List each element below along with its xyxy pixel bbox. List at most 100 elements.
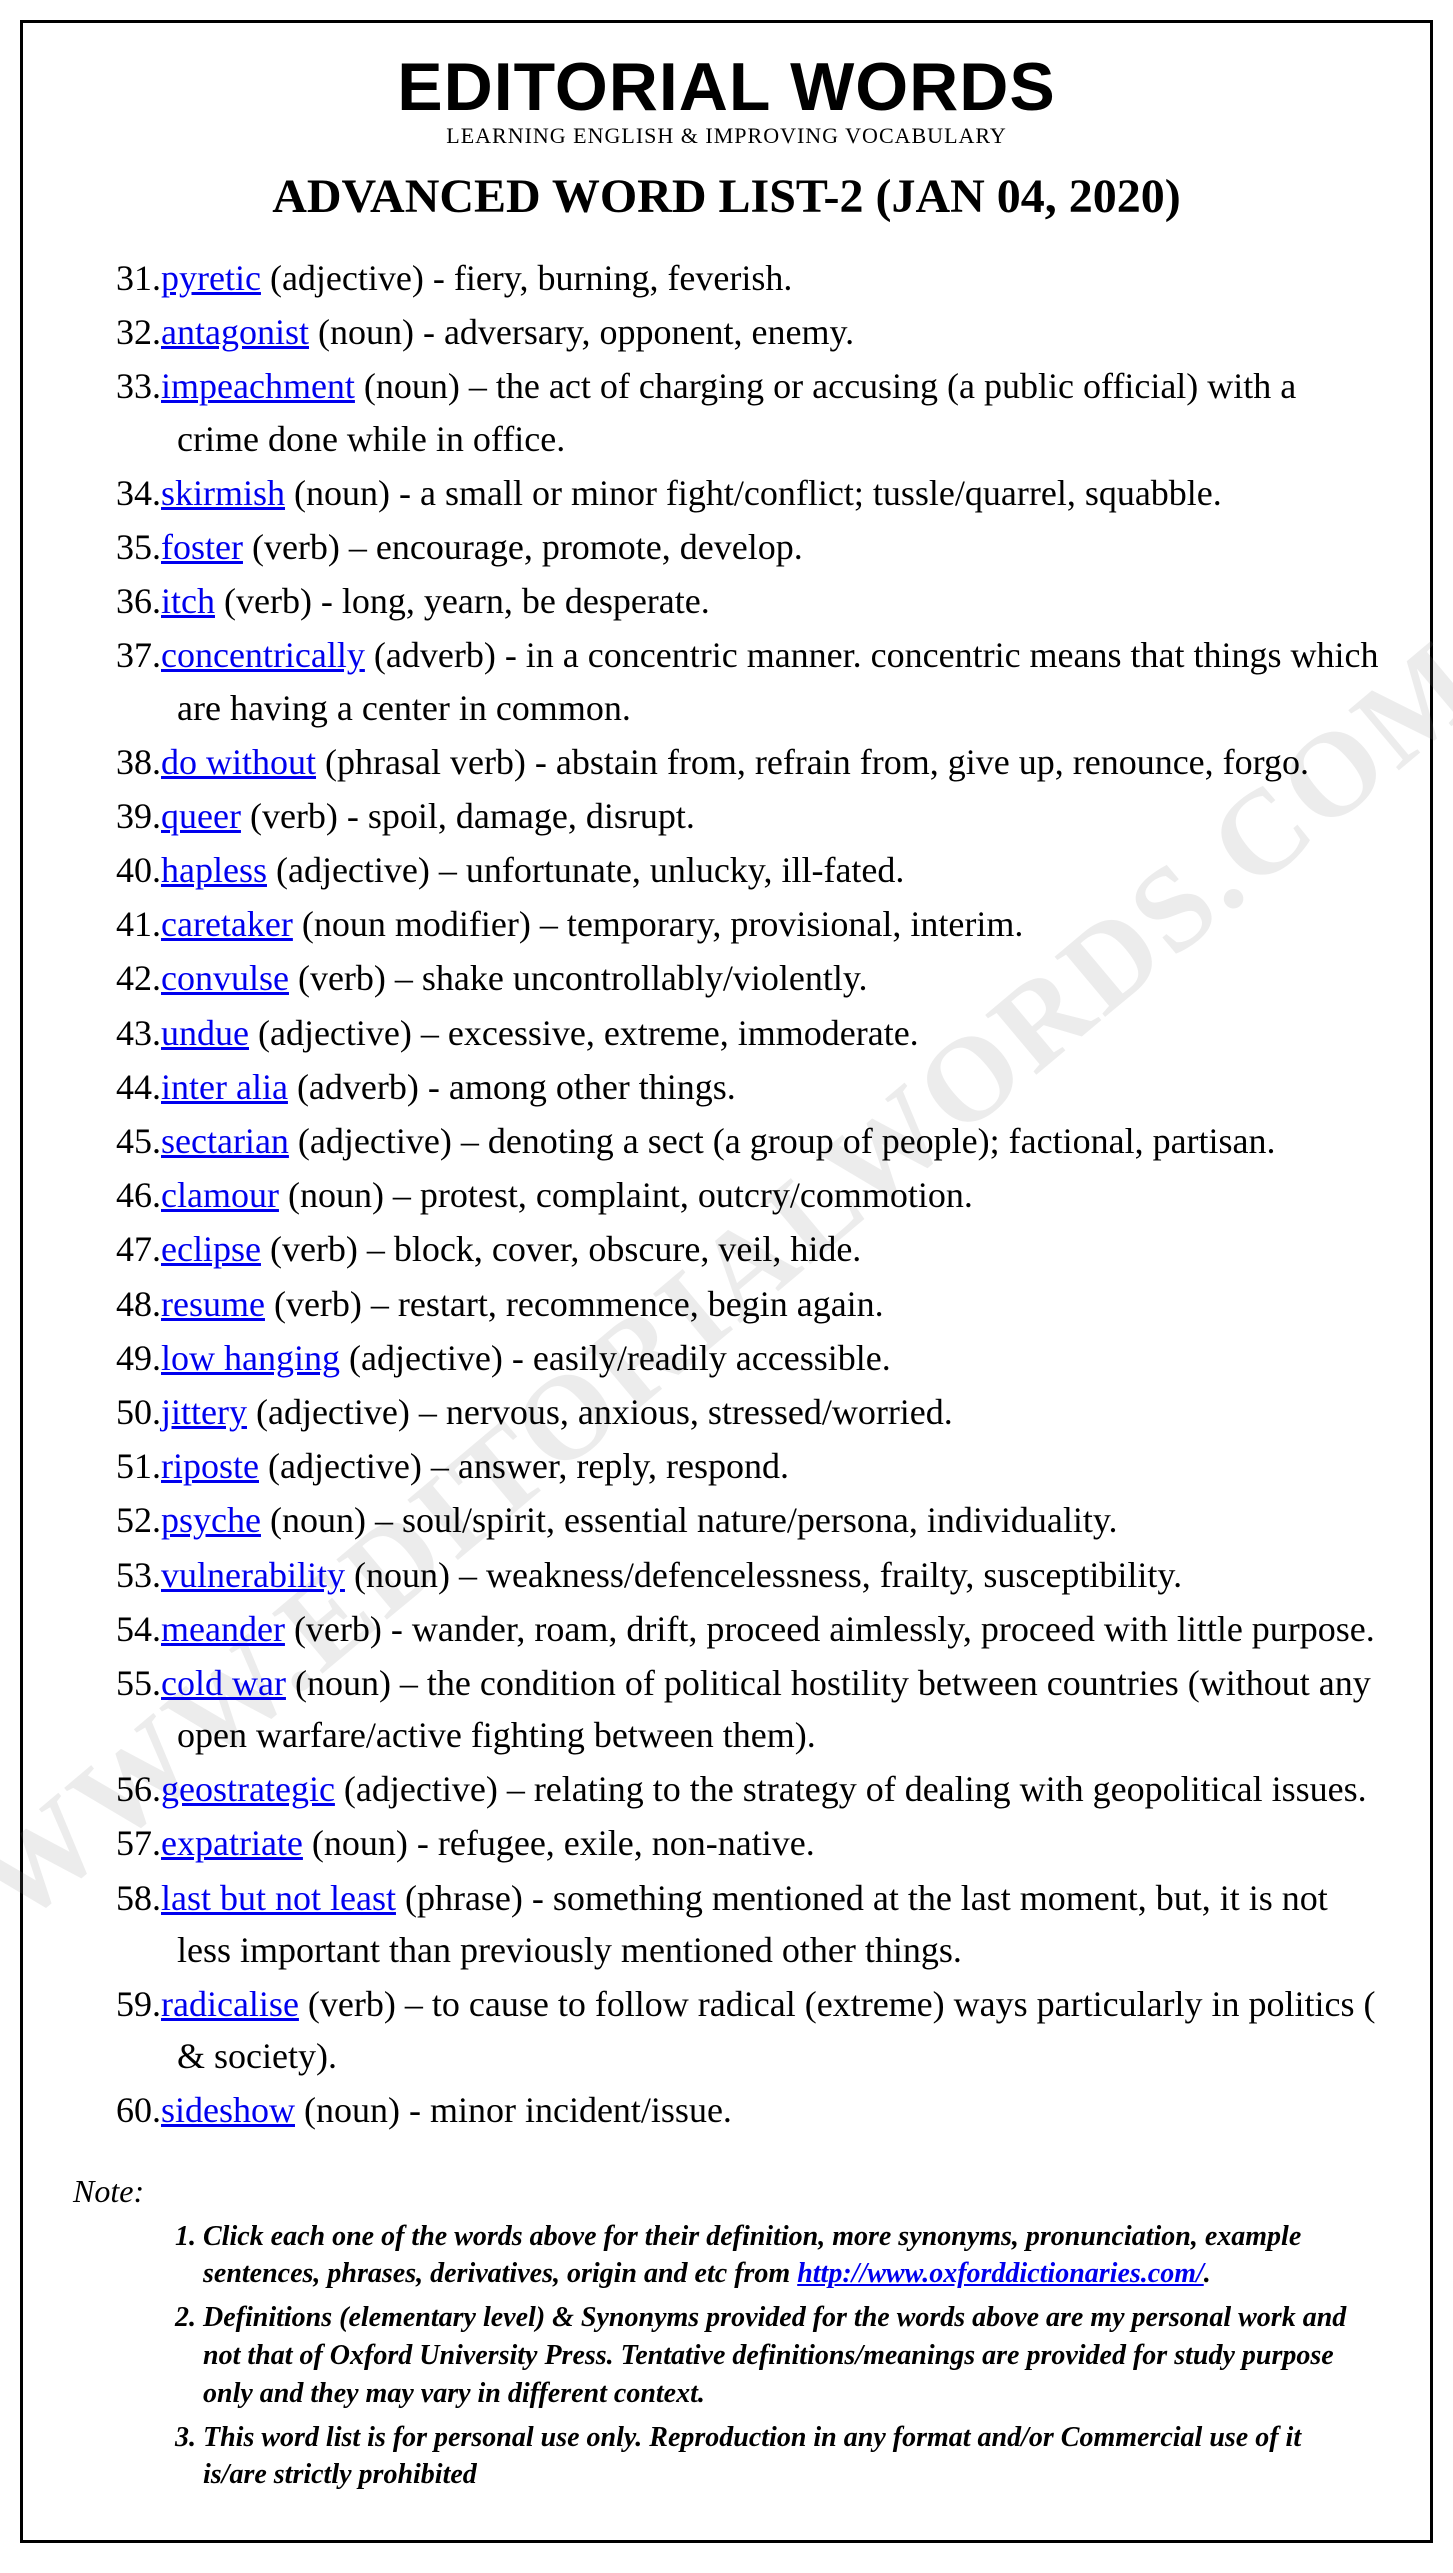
entry-definition: (verb) – to cause to follow radical (ext…: [177, 1984, 1376, 2076]
word-entry: 40.hapless (adjective) – unfortunate, un…: [113, 844, 1380, 896]
entry-definition: (adjective) – excessive, extreme, immode…: [249, 1013, 919, 1053]
document-header: EDITORIAL WORDS LEARNING ENGLISH & IMPRO…: [73, 53, 1380, 149]
word-entry: 39.queer (verb) - spoil, damage, disrupt…: [113, 790, 1380, 842]
word-link[interactable]: undue: [161, 1013, 249, 1053]
word-link[interactable]: cold war: [161, 1663, 286, 1703]
word-entry: 52.psyche (noun) – soul/spirit, essentia…: [113, 1494, 1380, 1546]
entry-number: 38.: [113, 736, 161, 788]
word-entry: 41.caretaker (noun modifier) – temporary…: [113, 898, 1380, 950]
word-link[interactable]: itch: [161, 581, 215, 621]
entry-definition: (noun) - a small or minor fight/conflict…: [285, 473, 1222, 513]
entry-number: 47.: [113, 1223, 161, 1275]
word-entry: 48.resume (verb) – restart, recommence, …: [113, 1278, 1380, 1330]
word-list: 31.pyretic (adjective) - fiery, burning,…: [73, 252, 1380, 2137]
entry-number: 48.: [113, 1278, 161, 1330]
word-link[interactable]: radicalise: [161, 1984, 299, 2024]
entry-number: 34.: [113, 467, 161, 519]
word-entry: 37.concentrically (adverb) - in a concen…: [113, 629, 1380, 733]
word-link[interactable]: jittery: [161, 1392, 247, 1432]
word-link[interactable]: concentrically: [161, 635, 365, 675]
entry-number: 37.: [113, 629, 161, 681]
entry-definition: (adjective) - easily/readily accessible.: [340, 1338, 891, 1378]
entry-number: 40.: [113, 844, 161, 896]
entry-number: 57.: [113, 1817, 161, 1869]
word-entry: 57.expatriate (noun) - refugee, exile, n…: [113, 1817, 1380, 1869]
entry-definition: (verb) – block, cover, obscure, veil, hi…: [261, 1229, 861, 1269]
word-link[interactable]: resume: [161, 1284, 265, 1324]
word-entry: 43.undue (adjective) – excessive, extrem…: [113, 1007, 1380, 1059]
word-link[interactable]: convulse: [161, 958, 289, 998]
word-link[interactable]: sideshow: [161, 2090, 295, 2130]
entry-number: 44.: [113, 1061, 161, 1113]
entry-number: 39.: [113, 790, 161, 842]
entry-number: 55.: [113, 1657, 161, 1709]
word-link[interactable]: inter alia: [161, 1067, 288, 1107]
note-text: This word list is for personal use only.…: [203, 2422, 1301, 2491]
entry-definition: (verb) – shake uncontrollably/violently.: [289, 958, 868, 998]
word-link[interactable]: do without: [161, 742, 316, 782]
note-link[interactable]: http://www.oxforddictionaries.com/: [797, 2258, 1204, 2289]
entry-number: 56.: [113, 1763, 161, 1815]
word-entry: 59.radicalise (verb) – to cause to follo…: [113, 1978, 1380, 2082]
word-link[interactable]: clamour: [161, 1175, 279, 1215]
word-link[interactable]: expatriate: [161, 1823, 303, 1863]
word-link[interactable]: geostrategic: [161, 1769, 335, 1809]
word-link[interactable]: impeachment: [161, 366, 355, 406]
word-link[interactable]: meander: [161, 1609, 285, 1649]
entry-number: 50.: [113, 1386, 161, 1438]
word-link[interactable]: skirmish: [161, 473, 285, 513]
entry-definition: (phrasal verb) - abstain from, refrain f…: [316, 742, 1309, 782]
word-link[interactable]: eclipse: [161, 1229, 261, 1269]
entry-number: 54.: [113, 1603, 161, 1655]
word-link[interactable]: sectarian: [161, 1121, 289, 1161]
word-link[interactable]: low hanging: [161, 1338, 340, 1378]
word-link[interactable]: psyche: [161, 1500, 261, 1540]
entry-number: 31.: [113, 252, 161, 304]
word-link[interactable]: foster: [161, 527, 243, 567]
word-entry: 45.sectarian (adjective) – denoting a se…: [113, 1115, 1380, 1167]
entry-definition: (noun) – the condition of political host…: [177, 1663, 1371, 1755]
word-entry: 49.low hanging (adjective) - easily/read…: [113, 1332, 1380, 1384]
word-link[interactable]: riposte: [161, 1446, 259, 1486]
word-link[interactable]: caretaker: [161, 904, 293, 944]
word-entry: 50.jittery (adjective) – nervous, anxiou…: [113, 1386, 1380, 1438]
note-item: Definitions (elementary level) & Synonym…: [203, 2299, 1380, 2412]
entry-number: 35.: [113, 521, 161, 573]
entry-number: 41.: [113, 898, 161, 950]
entry-number: 49.: [113, 1332, 161, 1384]
word-entry: 34.skirmish (noun) - a small or minor fi…: [113, 467, 1380, 519]
entry-definition: (verb) – restart, recommence, begin agai…: [265, 1284, 884, 1324]
brand-title: EDITORIAL WORDS: [73, 53, 1380, 121]
word-link[interactable]: pyretic: [161, 258, 261, 298]
entry-number: 46.: [113, 1169, 161, 1221]
word-entry: 33.impeachment (noun) – the act of charg…: [113, 360, 1380, 464]
entry-number: 32.: [113, 306, 161, 358]
word-link[interactable]: last but not least: [161, 1878, 396, 1918]
page-title: ADVANCED WORD LIST-2 (JAN 04, 2020): [73, 169, 1380, 224]
entry-definition: (noun modifier) – temporary, provisional…: [293, 904, 1024, 944]
note-text-post: .: [1204, 2258, 1211, 2289]
entry-definition: (noun) - refugee, exile, non-native.: [303, 1823, 815, 1863]
entry-definition: (noun) – weakness/defencelessness, frail…: [345, 1555, 1182, 1595]
entry-number: 42.: [113, 952, 161, 1004]
entry-definition: (adverb) - among other things.: [288, 1067, 736, 1107]
entry-number: 58.: [113, 1872, 161, 1924]
word-link[interactable]: queer: [161, 796, 241, 836]
entry-number: 53.: [113, 1549, 161, 1601]
word-entry: 36.itch (verb) - long, yearn, be despera…: [113, 575, 1380, 627]
word-entry: 44.inter alia (adverb) - among other thi…: [113, 1061, 1380, 1113]
word-link[interactable]: antagonist: [161, 312, 309, 352]
entry-number: 43.: [113, 1007, 161, 1059]
entry-definition: (noun) - minor incident/issue.: [295, 2090, 732, 2130]
word-entry: 47.eclipse (verb) – block, cover, obscur…: [113, 1223, 1380, 1275]
word-entry: 60.sideshow (noun) - minor incident/issu…: [113, 2084, 1380, 2136]
word-link[interactable]: vulnerability: [161, 1555, 345, 1595]
note-item: This word list is for personal use only.…: [203, 2419, 1380, 2495]
entry-definition: (noun) - adversary, opponent, enemy.: [309, 312, 854, 352]
entry-definition: (adjective) – relating to the strategy o…: [335, 1769, 1367, 1809]
word-link[interactable]: hapless: [161, 850, 267, 890]
word-entry: 55.cold war (noun) – the condition of po…: [113, 1657, 1380, 1761]
note-item: Click each one of the words above for th…: [203, 2218, 1380, 2294]
entry-definition: (verb) – encourage, promote, develop.: [243, 527, 803, 567]
entry-definition: (adjective) – answer, reply, respond.: [259, 1446, 789, 1486]
